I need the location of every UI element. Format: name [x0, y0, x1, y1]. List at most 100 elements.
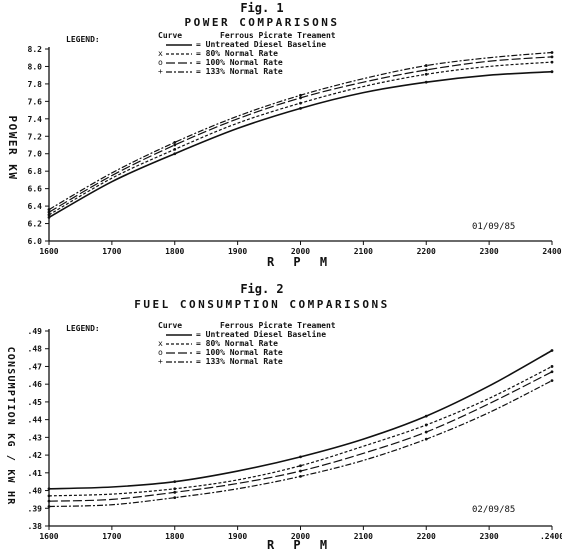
fig2-legend-entry: = 133% Normal Rate [196, 357, 283, 366]
fig2-plot-area: .38 .39 .40 .41 .42 .43 .44 .45 .46 .47 .48 .49 1600… [28, 327, 562, 541]
fig2-series-line [48, 380, 553, 508]
fig1-data-point [47, 208, 51, 211]
fig1-legend-entry: = 133% Normal Rate [196, 67, 283, 76]
fig2-legend-marker: x [158, 339, 163, 348]
fig1-data-point [299, 101, 302, 105]
fig2-data-point [47, 505, 51, 508]
fig2-x-tick-label: 2100 [354, 532, 373, 541]
fig1-y-tick-label: 8.0 [28, 62, 43, 71]
fig1-date-stamp: 01/09/85 [472, 222, 515, 232]
fig2-data-point [47, 487, 51, 491]
fig2-y-tick-label: .46 [28, 380, 43, 389]
fig2-data-point [424, 414, 428, 418]
fig2-x-tick-label: 2200 [417, 532, 436, 541]
fig1-legend-header-desc: Ferrous Picrate Treament [220, 30, 336, 40]
fig2-data-point [424, 437, 428, 441]
fig1-data-point [173, 143, 177, 147]
fig1-data-point [550, 70, 554, 74]
fig2-data-point [299, 474, 302, 478]
fig1-data-point [299, 93, 302, 97]
fig2-legend-label: LEGEND: [66, 324, 100, 333]
fig1-legend-label: LEGEND: [66, 35, 100, 44]
fig1-y-tick-label: 6.8 [28, 167, 43, 176]
fig1-data-point [424, 64, 428, 67]
fig2-y-tick-label: .45 [28, 398, 43, 407]
fig2-title: FUEL CONSUMPTION COMPARISONS [134, 298, 389, 311]
fig1-x-tick-label: 2300 [479, 247, 498, 256]
fig2-y-tick-label: .43 [28, 433, 43, 442]
fig1-legend-entry: = Untreated Diesel Baseline [196, 39, 326, 49]
fig2-y-tick-label: .44 [28, 416, 43, 425]
fig2-legend-entry: = 80% Normal Rate [196, 339, 278, 348]
fig1-data-point [424, 80, 428, 84]
fig1-x-tick-label: 2000 [291, 247, 310, 256]
fig1-plot-area: 6.0 6.2 6.4 6.6 6.8 7.0 7.2 7.4 7.6 7.8 8.0 8.2 1600… [28, 44, 562, 256]
fig2-legend-marker: o [158, 348, 163, 357]
fig1-data-point [47, 213, 51, 217]
fig1-y-tick-label: 7.8 [28, 80, 43, 89]
fig1-data-point [550, 55, 554, 59]
fig1-label: Fig. 1 [240, 1, 283, 15]
fig1-x-tick-label: 1900 [228, 247, 247, 256]
fig2-date-stamp: 02/09/85 [472, 505, 515, 515]
fig2-y-tick-label: .48 [28, 345, 43, 354]
fig1-x-tick-label: 1600 [39, 247, 58, 256]
fig2-data-point [550, 349, 554, 352]
fig2-data-point [550, 370, 554, 374]
fig1-y-tick-label: 7.4 [28, 115, 43, 124]
fig1-x-tick-label: 2200 [417, 247, 436, 256]
fig2-data-point [299, 464, 302, 468]
fig1-data-point [424, 68, 428, 72]
fig1-legend-marker: x [158, 49, 163, 58]
fig2-legend-header-curve: Curve [158, 321, 182, 330]
fig1-title: POWER COMPARISONS [184, 16, 339, 29]
fig1-x-tick-label: 1700 [102, 247, 121, 256]
fig1-y-tick-label: 6.6 [28, 185, 43, 194]
fig1-data-point [424, 72, 428, 76]
fig1-y-tick-label: 7.2 [28, 132, 43, 141]
fig1-legend-entry: = 100% Normal Rate [196, 58, 283, 67]
fig2-data-point [550, 379, 554, 383]
fig2-y-tick-label: .40 [28, 487, 43, 496]
fig1-y-tick-label: 7.0 [28, 150, 43, 159]
fig2-y-tick-label: .42 [28, 451, 43, 460]
fig2-y-tick-label: .49 [28, 327, 43, 336]
fig2-x-tick-label: 1700 [102, 532, 121, 541]
fig1-data-point [550, 60, 554, 64]
fig2-legend-marker: + [158, 357, 163, 366]
fig2-y-tick-label: .41 [28, 469, 43, 478]
fig1-data-point [47, 210, 51, 214]
fig1-data-point [550, 51, 554, 54]
fig1-data-point [299, 106, 302, 110]
fig1-legend-marker: o [158, 58, 163, 67]
fig1-y-tick-label: 6.0 [28, 237, 43, 246]
fig1-data-point [173, 140, 177, 144]
fig2-x-tick-label: 1800 [165, 532, 184, 541]
fig2-ylabel: CONSUMPTION KG / KW HR [5, 347, 16, 506]
fig2-x-tick-label: 1600 [39, 532, 58, 541]
fig2-data-point [173, 480, 177, 484]
fig1-series-line [48, 70, 553, 219]
fig2-xlabel: R P M [267, 538, 333, 551]
fig2-data-point [47, 494, 51, 498]
fig2-data-point [47, 499, 51, 503]
fig1-legend-marker: + [158, 67, 163, 76]
fig2-series-line [48, 365, 553, 497]
fig1-data-point [173, 147, 177, 151]
fig2-data-point [173, 487, 177, 491]
fig1-data-point [299, 96, 302, 100]
fig2-x-tick-label: 2000 [291, 532, 310, 541]
fig1-series-line [48, 61, 553, 216]
fig2-x-tick-label: 1900 [228, 532, 247, 541]
fig1-ylabel: POWER KW [6, 116, 19, 181]
fig2-series-line [48, 371, 553, 502]
fig2-data-point [424, 423, 428, 427]
fig1-data-point [173, 152, 177, 156]
fig1-x-tick-label: 1800 [165, 247, 184, 256]
fig2-x-tick-label: 2300 [479, 532, 498, 541]
fig2-data-point [550, 365, 554, 368]
fig2-legend-entry: = 100% Normal Rate [196, 348, 283, 357]
fig2-series-line [48, 349, 553, 490]
fig2-x-tick-label: .2400 [540, 532, 562, 541]
